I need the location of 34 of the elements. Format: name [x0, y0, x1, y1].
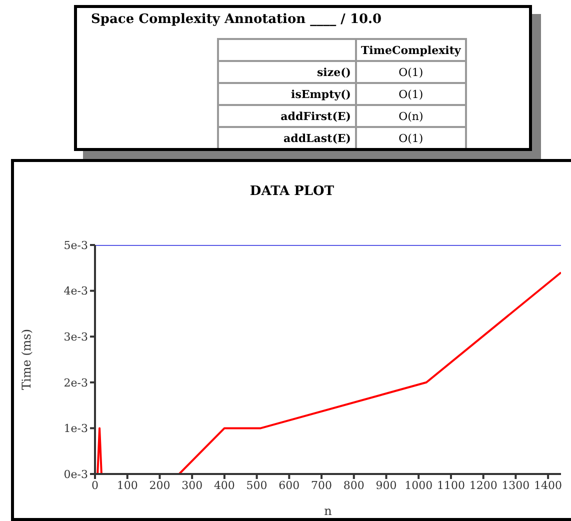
- text: addLast(E): [218, 127, 356, 149]
- x-tick-label: 200: [149, 478, 170, 492]
- x-tick-label: 900: [376, 478, 397, 492]
- chart-title: DATA PLOT: [248, 184, 336, 199]
- x-axis-title: n: [324, 504, 332, 518]
- x-tick-label: 0: [92, 478, 98, 492]
- y-tick-label: 0e-3: [64, 468, 88, 481]
- text: O(1): [356, 127, 466, 149]
- text: addFirst(E): [218, 105, 356, 127]
- x-tick-label: 300: [182, 478, 203, 492]
- x-tick-label: 1000: [404, 478, 433, 492]
- y-axis-title: Time (ms): [19, 328, 34, 390]
- x-tick-label: 400: [214, 478, 235, 492]
- x-tick-label: 800: [343, 478, 364, 492]
- y-tick-label: 5e-3: [64, 238, 88, 252]
- text: O(1): [356, 83, 466, 105]
- x-tick-label: 1400: [534, 478, 562, 492]
- y-tick-label: 3e-3: [64, 330, 88, 344]
- x-tick-label: 1100: [436, 478, 465, 492]
- text: TimeComplexity: [356, 39, 466, 61]
- y-tick-label: 2e-3: [64, 376, 88, 390]
- x-tick-label: 100: [116, 478, 138, 492]
- y-tick-label: 4e-3: [64, 284, 88, 298]
- x-tick-label: 500: [246, 478, 268, 492]
- text: Space Complexity Annotation ____ / 10.0: [91, 12, 382, 27]
- x-tick-label: 700: [311, 478, 332, 492]
- x-tick-label: 1200: [469, 478, 498, 492]
- text: O(n): [356, 105, 466, 127]
- x-tick-label: 1300: [502, 478, 530, 492]
- x-tick-label: 600: [278, 478, 300, 492]
- text: isEmpty(): [218, 83, 356, 105]
- y-tick-label: 1e-3: [64, 422, 88, 436]
- text: O(1): [356, 61, 466, 83]
- text: size(): [218, 61, 356, 83]
